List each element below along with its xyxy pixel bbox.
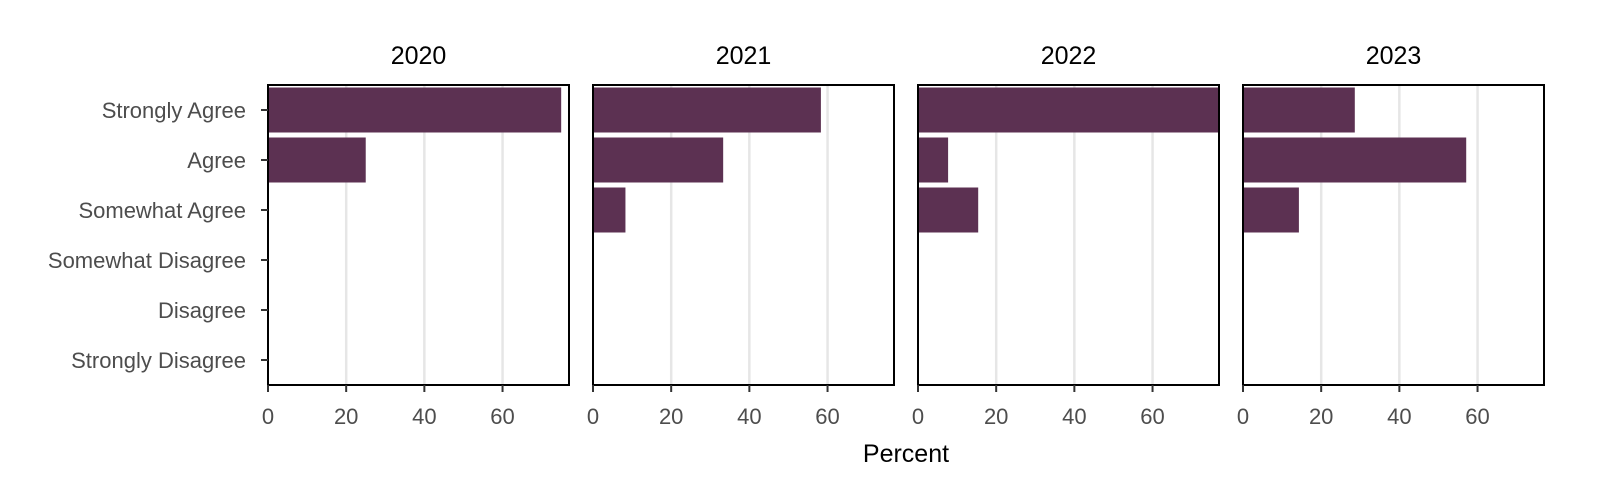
category-label: Somewhat Disagree [48,248,246,273]
bar [268,87,562,133]
bar [268,137,366,183]
panel-border [1242,84,1545,386]
x-tick-label: 0 [1237,404,1249,429]
bar [918,187,979,233]
x-tick-label: 60 [1465,404,1489,429]
category-label: Strongly Agree [102,98,246,123]
bar [593,137,724,183]
x-tick-label: 20 [984,404,1008,429]
bar [1243,87,1355,133]
bar [593,187,626,233]
bar [918,87,1219,133]
bar [918,137,949,183]
x-tick-label: 0 [262,404,274,429]
category-label: Strongly Disagree [71,348,246,373]
facet-panel-2022: 2022 0 20 40 60 [912,42,1220,429]
x-tick-label: 40 [1062,404,1086,429]
x-tick-label: 60 [1140,404,1164,429]
facet-title: 2020 [391,42,447,70]
facet-panel-2020: 2020 0 20 40 60 [262,42,570,429]
x-tick-label: 60 [490,404,514,429]
facet-title: 2021 [716,42,772,70]
bar [1243,187,1299,233]
bar [1243,137,1467,183]
category-axis-labels: Strongly Agree Agree Somewhat Agree Somewha… [48,98,268,373]
bar [593,87,821,133]
panel-border [267,84,570,386]
x-tick-label: 20 [1309,404,1333,429]
category-label: Disagree [158,298,246,323]
x-tick-label: 20 [659,404,683,429]
panel-border [917,84,1220,386]
facet-title: 2022 [1041,42,1097,70]
x-tick-label: 60 [815,404,839,429]
x-tick-label: 20 [334,404,358,429]
x-tick-label: 40 [737,404,761,429]
x-tick-label: 40 [1387,404,1411,429]
panel-border [592,84,895,386]
x-tick-label: 40 [412,404,436,429]
category-label: Somewhat Agree [78,198,246,223]
x-tick-label: 0 [912,404,924,429]
facet-panel-2023: 2023 0 20 40 60 [1237,42,1545,429]
facet-panel-2021: 2021 0 20 40 60 [587,42,895,429]
x-tick-label: 0 [587,404,599,429]
facet-title: 2023 [1366,42,1422,70]
category-label: Agree [187,148,246,173]
x-axis-title: Percent [863,440,949,468]
